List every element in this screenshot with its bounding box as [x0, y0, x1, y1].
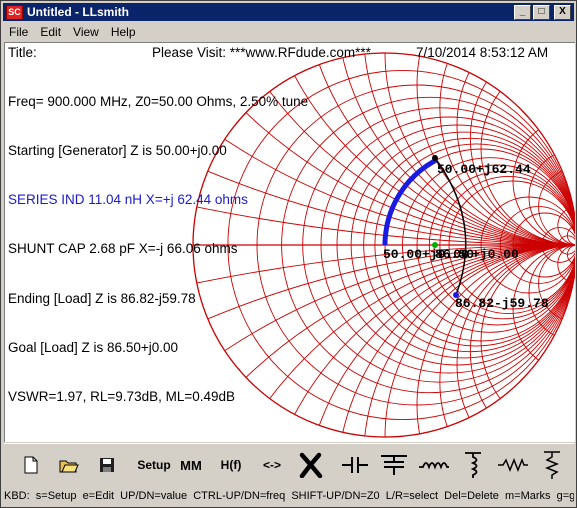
visit-text: Please Visit: ***www.RFdude.com***	[152, 45, 371, 60]
center-point-label: 50.00+j0.00	[383, 247, 469, 262]
setup-button[interactable]: Setup	[137, 458, 171, 472]
reactance-arc	[480, 244, 575, 437]
reactance-arc	[566, 244, 575, 265]
reactance-arc	[469, 244, 575, 437]
info-panel: Freq= 900.000 MHz, Z0=50.00 Ohms, 2.50% …	[8, 61, 308, 438]
swap-button[interactable]: <->	[262, 458, 281, 472]
reactance-arc	[528, 244, 575, 342]
title-bar[interactable]: SC Untitled - LLsmith _ □ X	[3, 3, 574, 21]
shunt-resistor-icon	[544, 451, 560, 479]
goal-line: Goal [Load] Z is 86.50+j0.00	[8, 339, 178, 355]
new-file-button[interactable]	[18, 450, 44, 480]
close-button[interactable]: X	[554, 4, 571, 20]
mm-button[interactable]: MM	[180, 457, 202, 473]
minimize-button[interactable]: _	[514, 4, 531, 20]
reactance-arc	[439, 53, 575, 246]
reactance-arc	[512, 116, 575, 246]
vswr-line: VSWR=1.97, RL=9.73dB, ML=0.49dB	[8, 389, 236, 405]
series-line[interactable]: SERIES IND 11.04 nH X=+j 62.44 ohms	[8, 192, 248, 208]
series-ind-arc	[382, 157, 438, 245]
reactance-arc	[439, 244, 575, 437]
load-point-marker	[453, 292, 459, 298]
save-icon	[100, 458, 114, 472]
shunt-cap-arc	[434, 157, 467, 296]
shunt-inductor-icon	[465, 452, 481, 478]
reactance-arc	[566, 225, 575, 246]
center-point-marker	[432, 242, 438, 248]
start-line: Starting [Generator] Z is 50.00+j0.00	[8, 143, 227, 159]
datetime-text: 7/10/2014 8:53:12 AM	[416, 45, 549, 60]
maximize-button[interactable]: □	[533, 4, 550, 20]
menu-edit[interactable]: Edit	[40, 25, 62, 39]
app-icon: SC	[6, 4, 23, 20]
shunt-capacitor-icon	[381, 455, 407, 475]
ending-line: Ending [Load] Z is 86.82-j59.78	[8, 290, 196, 306]
center-right-label: +j0.00	[472, 247, 519, 262]
freq-line: Freq= 900.000 MHz, Z0=50.00 Ohms, 2.50% …	[8, 93, 309, 109]
smith-chart[interactable]: 50.00+j62.44 50.00+j0.00 86.50 +j0.00 86…	[5, 43, 575, 442]
x-delete-icon	[299, 452, 323, 478]
open-button[interactable]	[56, 450, 82, 480]
series-inductor-icon	[419, 462, 449, 470]
series-ind-button[interactable]	[417, 450, 451, 480]
toolbar: Setup MM H(f) <->	[4, 443, 574, 486]
menu-file[interactable]: File	[9, 25, 29, 39]
reactance-arc	[512, 244, 575, 374]
reactance-arc	[416, 244, 575, 437]
menu-bar: File Edit View Help	[3, 23, 142, 41]
new-file-icon	[24, 456, 38, 474]
series-res-button[interactable]	[496, 450, 530, 480]
reactance-arc	[557, 244, 575, 284]
reactance-arc	[538, 167, 575, 246]
hf-button[interactable]: H(f)	[220, 458, 242, 472]
reactance-arc	[469, 53, 575, 246]
reactance-arc	[416, 53, 575, 246]
reactance-arc	[528, 148, 575, 246]
window-title: Untitled - LLsmith	[27, 5, 129, 19]
shunt-cap-button[interactable]	[379, 450, 409, 480]
title-label: Title:	[8, 45, 37, 60]
series-resistor-icon	[498, 458, 528, 472]
upper-point-marker	[432, 155, 438, 161]
reactance-arc	[538, 244, 575, 323]
reactance-arc	[456, 244, 575, 437]
delete-button[interactable]	[294, 450, 328, 480]
menu-view[interactable]: View	[73, 25, 99, 39]
series-capacitor-icon	[342, 457, 368, 473]
shunt-line[interactable]: SHUNT CAP 2.68 pF X=-j 66.06 ohms	[8, 241, 238, 257]
reactance-arc	[557, 206, 575, 246]
load-point-label: 86.82-j59.78	[455, 296, 549, 311]
upper-point-label: 50.00+j62.44	[437, 162, 531, 177]
shunt-res-button[interactable]	[540, 450, 564, 480]
reactance-arc	[456, 53, 575, 246]
reactance-arc	[480, 53, 575, 246]
shunt-ind-button[interactable]	[460, 450, 486, 480]
smith-chart-canvas[interactable]: 50.00+j62.44 50.00+j0.00 86.50 +j0.00 86…	[4, 42, 575, 442]
open-folder-icon	[59, 460, 79, 473]
reactance-arc	[302, 244, 575, 437]
save-button[interactable]	[94, 450, 120, 480]
menu-help[interactable]: Help	[110, 25, 136, 39]
series-cap-button[interactable]	[340, 450, 370, 480]
status-bar: KBD: s=Setup e=Edit UP/DN=value CTRL-UP/…	[4, 490, 574, 502]
center-overlap-label: 86.50	[435, 247, 474, 262]
